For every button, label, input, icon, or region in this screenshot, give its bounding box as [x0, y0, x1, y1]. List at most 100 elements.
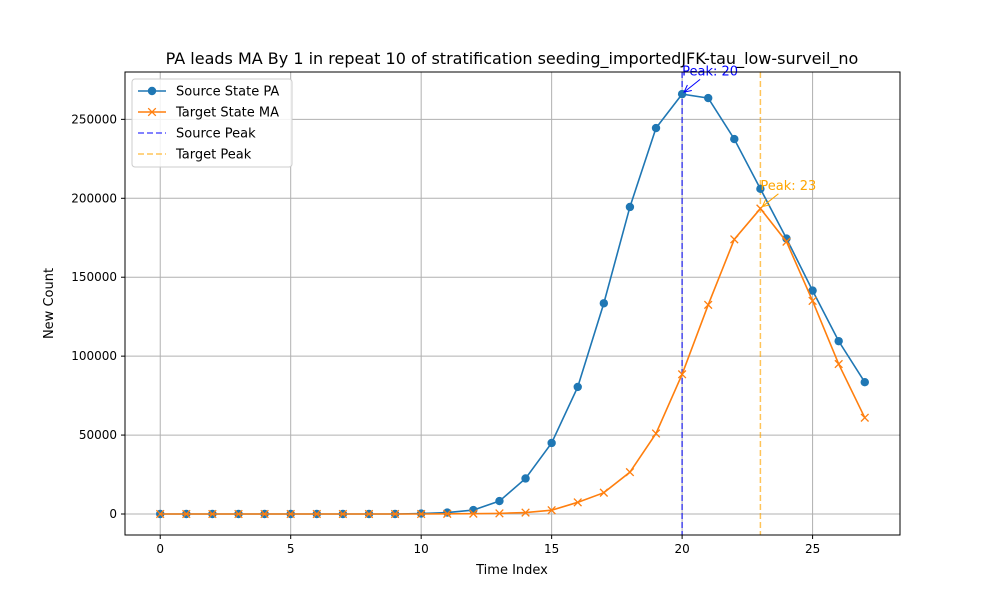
legend-label: Source Peak: [176, 127, 256, 142]
legend-item: Target State MA: [138, 106, 279, 121]
data-point-stroke: [416, 509, 426, 519]
data-point-stroke: [703, 300, 713, 310]
series-line: [160, 207, 866, 515]
data-point: [834, 359, 843, 369]
y-tick-label: 150000: [71, 270, 117, 284]
data-point-stroke: [338, 509, 348, 519]
data-point-stroke: [495, 509, 504, 518]
y-tick-label: 100000: [71, 349, 117, 363]
data-point: [782, 234, 791, 243]
data-point-stroke: [860, 413, 870, 422]
y-tick-label: 200000: [71, 191, 117, 205]
legend-item: Source State PA: [138, 85, 279, 100]
legend-marker: [147, 86, 157, 96]
x-tick-label: 10: [414, 542, 429, 556]
data-point-stroke: [808, 296, 817, 306]
data-point: [443, 509, 452, 519]
data-point: [260, 509, 269, 519]
data-point-stroke: [521, 508, 530, 517]
grid-lines: [125, 72, 900, 535]
legend-box: [131, 78, 293, 168]
x-axis-label: Time Index: [475, 563, 548, 578]
x-tick-label: 20: [674, 542, 689, 556]
y-axis-label: New Count: [42, 268, 57, 339]
data-point: [834, 336, 843, 346]
data-point-stroke: [234, 509, 243, 519]
data-point-stroke: [677, 370, 687, 379]
legend-label: Target Peak: [175, 148, 252, 163]
data-point: [286, 509, 295, 519]
data-point: [547, 438, 556, 448]
data-point-stroke: [286, 509, 295, 519]
x-tick-label: 15: [544, 542, 559, 556]
data-point: [808, 286, 817, 295]
data-point: [495, 509, 504, 518]
data-point: [573, 382, 582, 392]
data-point-stroke: [573, 498, 582, 507]
y-tick-label: 50000: [79, 428, 117, 442]
data-point-stroke: [208, 509, 217, 519]
reference-lines: [681, 72, 762, 535]
x-tick-label: 0: [156, 542, 164, 556]
plot-frame: [124, 71, 901, 536]
data-point-stroke: [312, 509, 322, 519]
data-point: [782, 237, 791, 246]
data-point: [208, 509, 217, 519]
series-group: [155, 89, 870, 519]
data-point-stroke: [834, 359, 843, 369]
annotation-arrow: [683, 78, 701, 93]
data-point-stroke: [625, 467, 635, 477]
data-point: [521, 474, 530, 483]
data-point: [443, 508, 452, 517]
data-point: [756, 184, 765, 194]
annotation-label: Peak: 23: [760, 179, 816, 194]
legend-item: Source Peak: [138, 127, 256, 142]
legend-label: Source State PA: [176, 85, 279, 100]
data-point: [651, 429, 661, 438]
data-point: [704, 93, 713, 103]
data-point: [599, 488, 609, 497]
y-tick-label: 0: [109, 507, 117, 521]
data-point: [495, 496, 504, 506]
data-point: [390, 509, 400, 519]
data-point: [599, 299, 609, 308]
data-point: [703, 300, 713, 310]
data-point-stroke: [443, 509, 452, 519]
chart-title: PA leads MA By 1 in repeat 10 of stratif…: [166, 49, 859, 69]
data-point: [234, 509, 243, 519]
data-point: [625, 202, 635, 212]
data-point: [860, 413, 870, 422]
data-point-stroke: [260, 509, 269, 519]
data-point: [730, 134, 739, 144]
data-point: [573, 498, 582, 507]
data-point: [155, 509, 165, 519]
data-point-stroke: [730, 235, 739, 244]
data-point: [625, 467, 635, 477]
data-point-stroke: [547, 505, 556, 515]
data-point-stroke: [390, 509, 400, 519]
data-point: [182, 509, 191, 519]
annotation-arrowhead: [761, 199, 771, 208]
x-tick-label: 25: [805, 542, 820, 556]
data-point-stroke: [599, 488, 609, 497]
data-point: [338, 509, 348, 519]
data-point: [416, 509, 426, 519]
data-point: [730, 235, 739, 244]
data-point-stroke: [469, 509, 478, 518]
annotation-arrow: [762, 193, 779, 207]
x-axis-ticks: 0 5 10 15 20 25: [156, 535, 820, 556]
data-point: [364, 509, 374, 519]
data-point: [521, 508, 530, 517]
x-tick-label: 5: [287, 542, 295, 556]
data-point: [808, 296, 817, 306]
data-point: [469, 509, 478, 518]
legend-marker: [147, 107, 157, 117]
data-point: [860, 377, 869, 387]
data-point-stroke: [155, 509, 165, 519]
legend-item: Target Peak: [138, 148, 252, 163]
y-axis-ticks: 0 50000 100000 150000 200000 250000: [71, 112, 125, 521]
legend: Source State PA Target State MA Source Pea…: [131, 78, 293, 168]
legend-label: Target State MA: [175, 106, 279, 121]
annotation-arrowhead: [683, 84, 692, 93]
data-point: [677, 370, 687, 379]
